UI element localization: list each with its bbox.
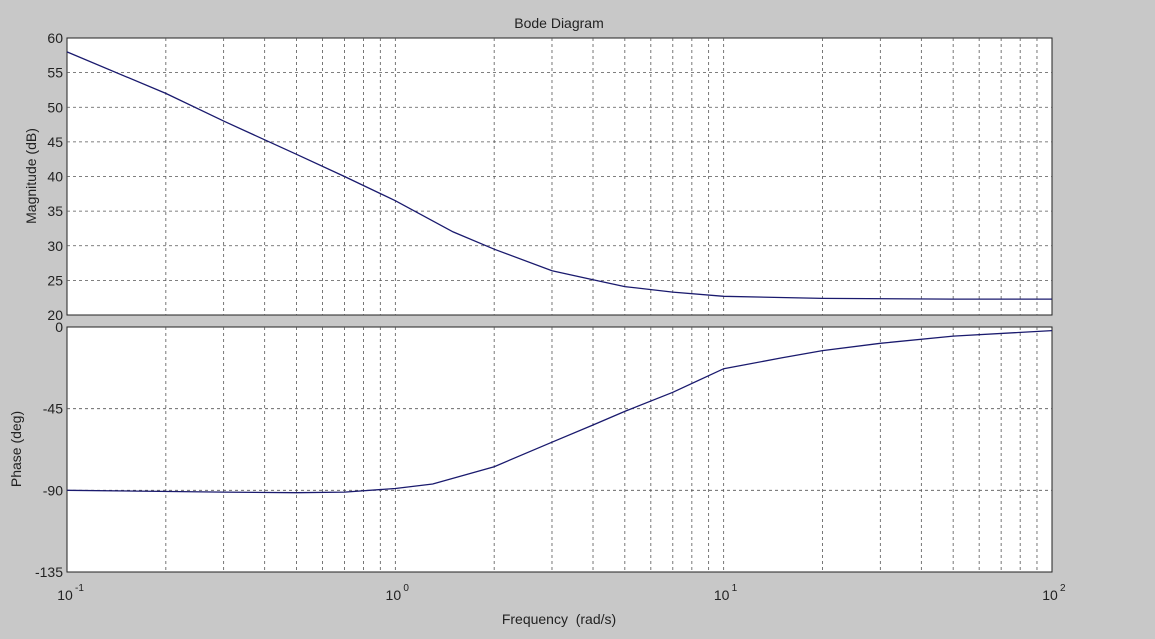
- magnitude-y-tick-label: 55: [47, 65, 63, 81]
- magnitude-y-tick-label: 30: [47, 238, 63, 254]
- phase-grid: [67, 327, 1052, 572]
- x-axis-label: Frequency (rad/s): [502, 611, 616, 627]
- chart-title: Bode Diagram: [514, 15, 604, 31]
- x-tick-label: 10 -1: [57, 583, 84, 603]
- phase-y-tick-label: -135: [35, 564, 63, 580]
- magnitude-y-ticks: 20 25 30 35 40 45 50 55 60: [47, 30, 63, 323]
- x-tick-exponent: -1: [75, 583, 84, 594]
- phase-plot-area: [66, 326, 1053, 573]
- magnitude-grid: [67, 38, 1052, 315]
- x-tick-label: 10 0: [386, 583, 410, 603]
- x-tick-base: 10: [714, 587, 730, 603]
- phase-y-tick-label: -45: [43, 401, 63, 417]
- frequency-x-ticks: 10 -1 10 0 10 1 10 2: [57, 583, 1066, 603]
- magnitude-y-label: Magnitude (dB): [23, 128, 39, 224]
- magnitude-y-tick-label: 40: [47, 169, 63, 185]
- phase-y-tick-label: 0: [55, 319, 63, 335]
- x-tick-base: 10: [57, 587, 73, 603]
- magnitude-y-tick-label: 25: [47, 272, 63, 288]
- x-tick-base: 10: [386, 587, 402, 603]
- phase-y-label: Phase (deg): [8, 411, 24, 487]
- x-tick-exponent: 0: [403, 583, 409, 594]
- x-tick-exponent: 1: [732, 583, 738, 594]
- x-tick-label: 10 1: [714, 583, 738, 603]
- x-tick-label: 10 2: [1042, 583, 1066, 603]
- magnitude-y-tick-label: 45: [47, 134, 63, 150]
- magnitude-y-tick-label: 35: [47, 203, 63, 219]
- x-tick-base: 10: [1042, 587, 1058, 603]
- magnitude-y-tick-label: 60: [47, 30, 63, 46]
- phase-y-ticks: -135 -90 -45 0: [35, 319, 63, 580]
- magnitude-series-line: [66, 51, 1052, 300]
- magnitude-y-tick-label: 50: [47, 99, 63, 115]
- x-tick-exponent: 2: [1060, 583, 1066, 594]
- magnitude-y-tick-label: 20: [47, 307, 63, 323]
- phase-series-line: [66, 329, 1053, 494]
- phase-y-tick-label: -90: [43, 482, 63, 498]
